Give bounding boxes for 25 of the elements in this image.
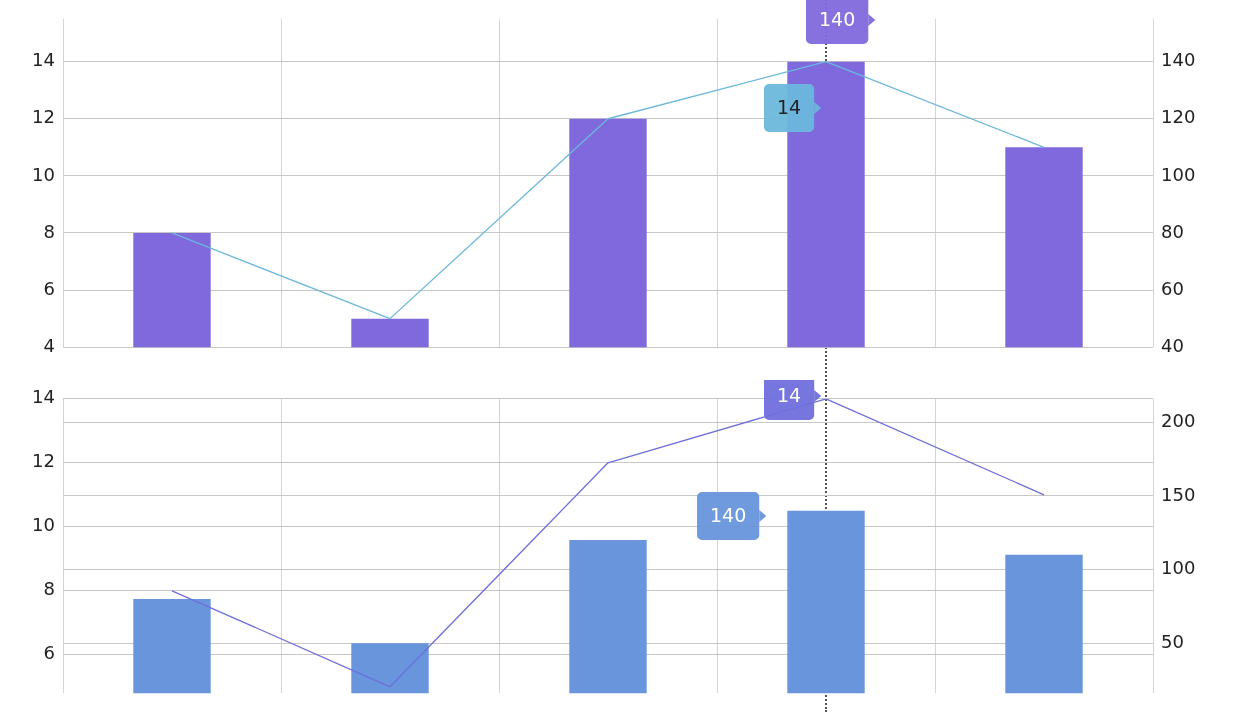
y-tick-label: 4: [43, 334, 55, 356]
y2-tick-label: 80: [1161, 220, 1184, 242]
y-tick-label: 12: [32, 106, 55, 128]
y2-tick-label: 120: [1161, 106, 1196, 128]
annotation: 14: [776, 383, 802, 406]
y-tick-label: 14: [32, 386, 55, 408]
y-tick-label: 14: [32, 49, 55, 71]
y-tick-label: 8: [43, 220, 55, 242]
annotation: 140: [710, 503, 747, 526]
y2-tick-label: 40: [1161, 334, 1184, 356]
y2-tick-label: 60: [1161, 277, 1184, 299]
annotation: 14: [776, 95, 802, 118]
y-tick-label: 6: [43, 277, 55, 299]
y-tick-label: 12: [32, 450, 55, 472]
y2-tick-label: 200: [1161, 410, 1196, 432]
y2-tick-label: 100: [1161, 557, 1196, 579]
y-tick-label: 10: [32, 514, 55, 536]
y2-tick-label: 140: [1161, 49, 1196, 71]
y2-tick-label: 150: [1161, 483, 1196, 505]
y2-tick-label: 50: [1161, 630, 1184, 652]
y2-tick-label: 100: [1161, 163, 1196, 185]
y-tick-label: 10: [32, 163, 55, 185]
y-tick-label: 6: [43, 642, 55, 664]
y-tick-label: 8: [43, 578, 55, 600]
annotation: 140: [819, 7, 856, 30]
